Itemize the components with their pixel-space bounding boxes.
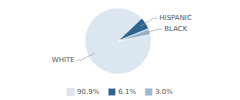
slice-label: HISPANIC [159, 14, 192, 22]
legend-label: 3.0% [155, 88, 173, 96]
legend-item: 6.1% [108, 88, 136, 96]
legend-item: 3.0% [145, 88, 173, 96]
leader-line [140, 18, 157, 26]
legend-item: 90.9% [67, 88, 100, 96]
legend-label: 6.1% [118, 88, 136, 96]
pie-slice [118, 29, 150, 41]
legend-swatch [67, 89, 74, 96]
labels: WHITE HISPANIC BLACK [52, 14, 192, 64]
legend-label: 90.9% [77, 88, 100, 96]
slice-label: WHITE [52, 56, 75, 64]
leader-line [77, 53, 95, 60]
slices [85, 8, 151, 74]
leader-line [143, 29, 162, 33]
slice-label: BLACK [164, 25, 187, 33]
pie-slice [85, 8, 151, 74]
legend: 90.9% 6.1% 3.0% [67, 88, 173, 96]
chart: WHITE HISPANIC BLACK 90.9% 6.1% 3.0% [0, 0, 240, 100]
legend-swatch [108, 89, 115, 96]
legend-swatch [145, 89, 152, 96]
